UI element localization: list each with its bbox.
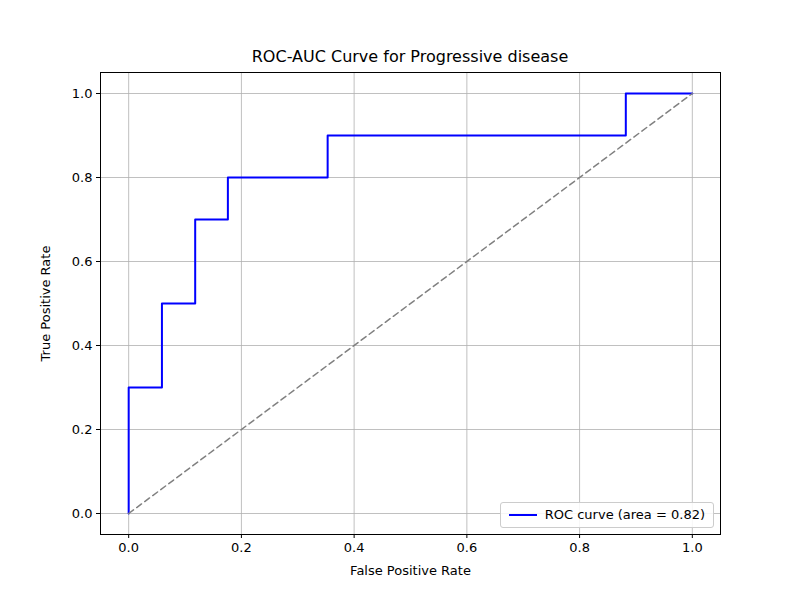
svg-text:0.0: 0.0 bbox=[118, 540, 139, 555]
svg-text:1.0: 1.0 bbox=[682, 540, 703, 555]
html-text:ROC curve (area = 0.82): ROC curve (area = 0.82) bbox=[544, 507, 705, 522]
svg-text:True Positive Rate: True Positive Rate bbox=[38, 246, 53, 363]
html-text:ROC-AUC Curve for Progressive: ROC-AUC Curve for Progressive disease bbox=[251, 47, 569, 66]
svg-text:0.8: 0.8 bbox=[72, 170, 93, 185]
svg-text:0.4: 0.4 bbox=[344, 540, 365, 555]
svg-text:0.2: 0.2 bbox=[231, 540, 252, 555]
svg-text:0.8: 0.8 bbox=[569, 540, 590, 555]
svg-text:0.6: 0.6 bbox=[72, 254, 93, 269]
svg-text:False Positive Rate: False Positive Rate bbox=[350, 563, 471, 578]
svg-text:0.2: 0.2 bbox=[72, 422, 93, 437]
svg-text:1.0: 1.0 bbox=[72, 86, 93, 101]
svg-text:0.0: 0.0 bbox=[72, 506, 93, 521]
svg-text:0.6: 0.6 bbox=[457, 540, 478, 555]
svg-text:0.4: 0.4 bbox=[72, 338, 93, 353]
